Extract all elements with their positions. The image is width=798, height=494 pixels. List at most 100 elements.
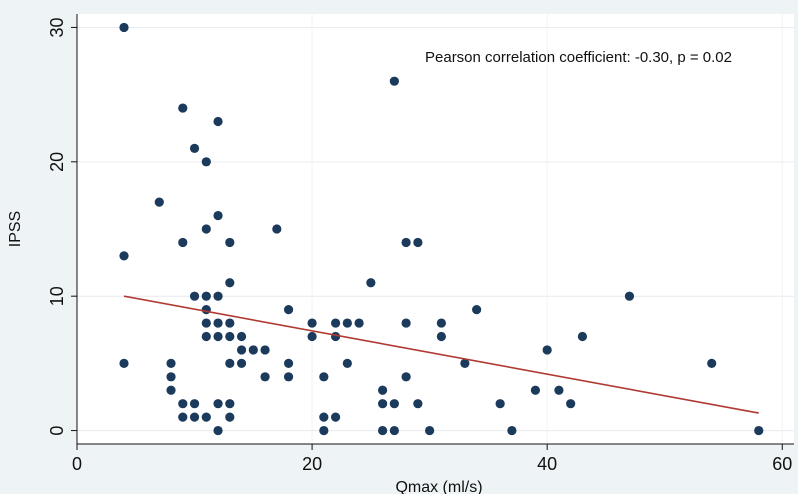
y-tick-label: 0 bbox=[47, 426, 67, 436]
data-point bbox=[189, 291, 200, 301]
data-point bbox=[577, 331, 588, 342]
data-point bbox=[436, 318, 446, 328]
data-point bbox=[178, 412, 188, 422]
data-point bbox=[225, 399, 235, 409]
data-point bbox=[507, 425, 517, 436]
y-tick-label: 30 bbox=[47, 17, 67, 37]
data-point bbox=[213, 331, 223, 342]
data-point bbox=[154, 197, 164, 207]
x-tick-label: 60 bbox=[772, 454, 792, 474]
data-point bbox=[342, 318, 352, 328]
data-point bbox=[189, 412, 200, 422]
data-point bbox=[189, 143, 200, 153]
data-point bbox=[554, 385, 564, 395]
data-point bbox=[413, 237, 423, 248]
data-point bbox=[624, 291, 635, 301]
data-point bbox=[754, 425, 764, 436]
data-point bbox=[178, 103, 188, 113]
data-point bbox=[330, 318, 341, 328]
data-point bbox=[307, 331, 317, 342]
data-point bbox=[319, 412, 329, 422]
data-point bbox=[201, 412, 211, 422]
data-points bbox=[119, 22, 764, 436]
data-point bbox=[119, 22, 129, 33]
data-point bbox=[201, 157, 211, 167]
data-point bbox=[260, 372, 270, 382]
data-point bbox=[495, 399, 505, 409]
data-point bbox=[330, 412, 341, 422]
data-point bbox=[342, 358, 352, 368]
data-point bbox=[213, 210, 223, 221]
data-point bbox=[378, 425, 388, 436]
data-point bbox=[401, 237, 411, 248]
data-point bbox=[354, 318, 364, 328]
data-point bbox=[166, 385, 176, 395]
fit-line-group bbox=[123, 295, 759, 414]
data-point bbox=[401, 372, 411, 382]
data-point bbox=[260, 345, 270, 355]
data-point bbox=[225, 318, 235, 328]
x-ticks: 0 20 40 60 bbox=[72, 444, 792, 474]
data-point bbox=[460, 358, 470, 368]
data-point bbox=[283, 372, 294, 382]
data-point bbox=[283, 358, 294, 368]
data-point bbox=[213, 291, 223, 301]
data-point bbox=[166, 358, 176, 368]
correlation-annotation: Pearson correlation coefficient: -0.30, … bbox=[425, 49, 732, 66]
data-point bbox=[319, 372, 329, 382]
data-point bbox=[166, 372, 176, 382]
data-point bbox=[378, 385, 388, 395]
data-point bbox=[542, 345, 552, 355]
x-tick-label: 40 bbox=[537, 454, 557, 474]
data-point bbox=[201, 291, 211, 301]
plot-area-background bbox=[77, 14, 794, 444]
y-axis-title: IPSS bbox=[7, 211, 24, 247]
data-point bbox=[225, 237, 235, 248]
fit-line bbox=[123, 295, 759, 414]
data-point bbox=[225, 278, 235, 288]
data-point bbox=[389, 425, 399, 436]
x-tick-label: 20 bbox=[302, 454, 322, 474]
data-point bbox=[707, 358, 717, 368]
data-point bbox=[530, 385, 541, 395]
data-point bbox=[225, 412, 235, 422]
y-ticks: 0 10 20 30 bbox=[47, 17, 77, 436]
axes bbox=[76, 14, 794, 445]
data-point bbox=[201, 305, 211, 315]
data-point bbox=[201, 318, 211, 328]
data-point bbox=[389, 399, 399, 409]
y-tick-label: 20 bbox=[47, 152, 67, 172]
data-point bbox=[236, 331, 247, 342]
x-tick-label: 0 bbox=[72, 454, 82, 474]
y-tick-label: 10 bbox=[47, 286, 67, 306]
data-point bbox=[283, 305, 294, 315]
data-point bbox=[178, 237, 188, 248]
data-point bbox=[213, 425, 223, 436]
data-point bbox=[189, 399, 200, 409]
data-point bbox=[236, 358, 247, 368]
data-point bbox=[213, 399, 223, 409]
data-point bbox=[213, 116, 223, 127]
data-point bbox=[201, 224, 211, 234]
data-point bbox=[389, 76, 399, 86]
data-point bbox=[225, 358, 235, 368]
data-point bbox=[248, 345, 258, 355]
data-point bbox=[566, 399, 576, 409]
data-point bbox=[272, 224, 282, 234]
data-point bbox=[201, 331, 211, 342]
data-point bbox=[307, 318, 317, 328]
data-point bbox=[436, 331, 446, 342]
data-point bbox=[413, 399, 423, 409]
data-point bbox=[378, 399, 388, 409]
data-point bbox=[119, 358, 129, 368]
data-point bbox=[213, 318, 223, 328]
data-point bbox=[178, 399, 188, 409]
data-point bbox=[366, 278, 376, 288]
data-point bbox=[225, 331, 235, 342]
data-point bbox=[236, 345, 247, 355]
data-point bbox=[319, 425, 329, 436]
data-point bbox=[119, 251, 129, 261]
data-point bbox=[425, 425, 435, 436]
x-axis-title: Qmax (ml/s) bbox=[395, 479, 482, 494]
